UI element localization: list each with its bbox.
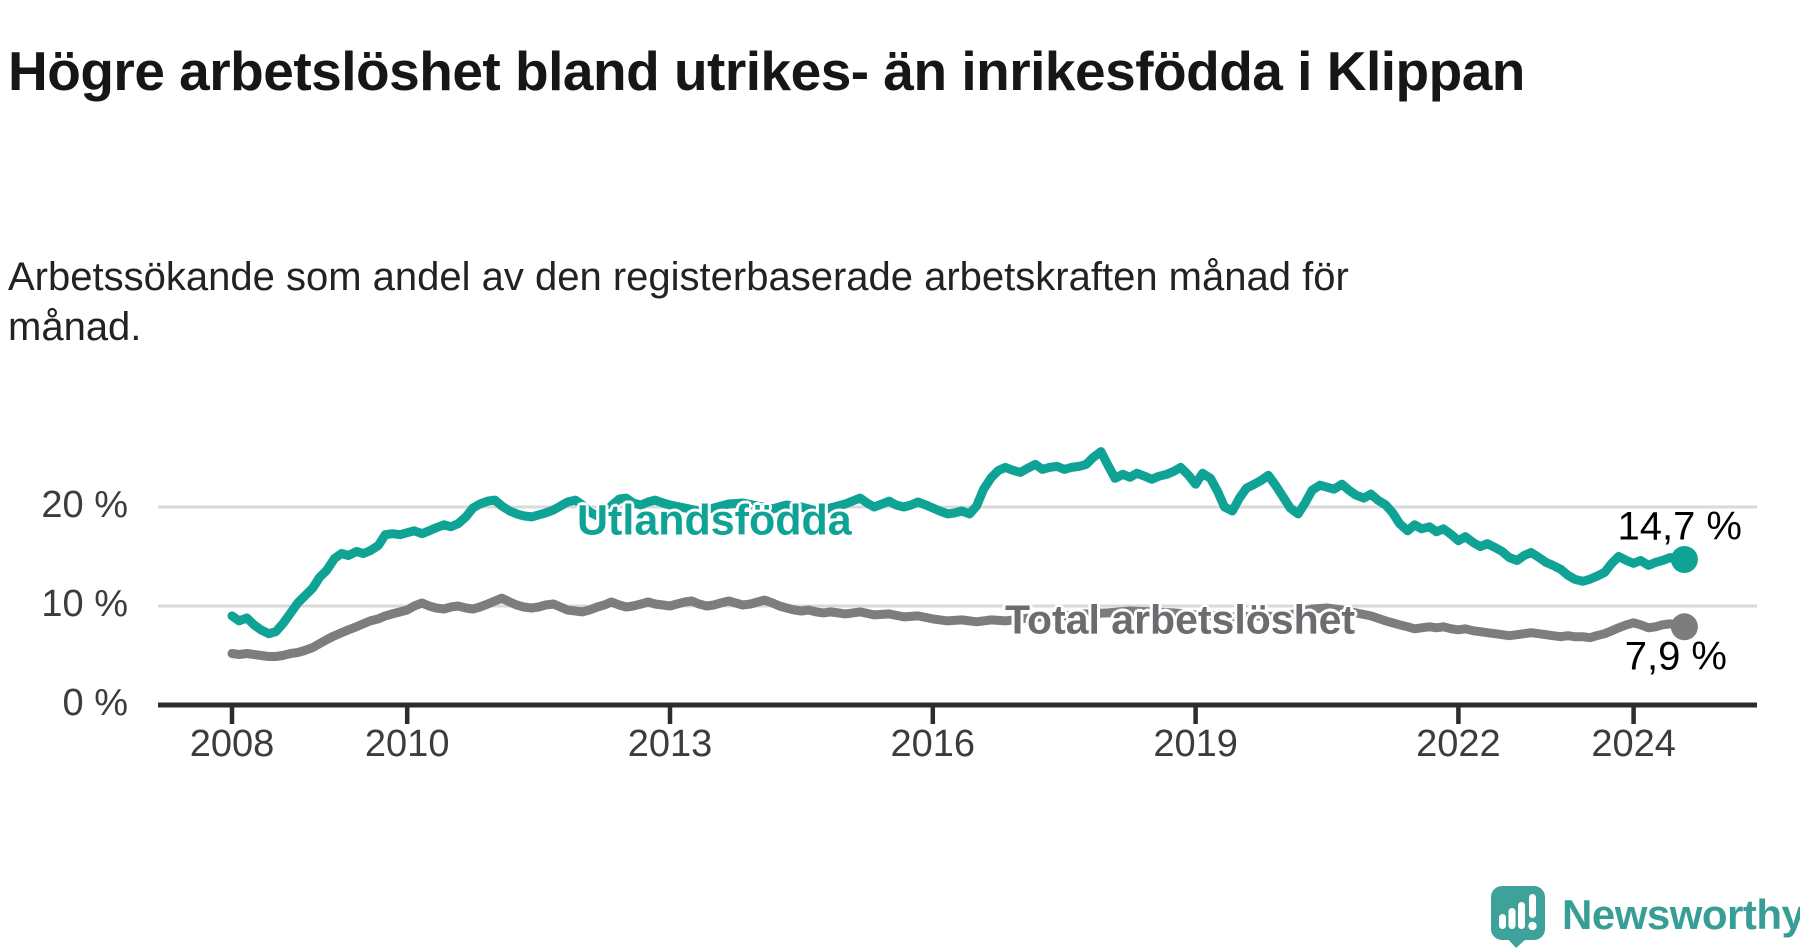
series-line-total <box>227 593 1689 661</box>
newsworthy-logo[interactable]: Newsworthy <box>1490 886 1800 948</box>
x-axis-tick-label: 2024 <box>1591 723 1676 765</box>
x-axis-tick-label: 2013 <box>627 723 713 765</box>
x-axis-tick-label: 2019 <box>1153 723 1238 765</box>
x-axis-tick-label: 2022 <box>1416 723 1501 765</box>
chart-subtitle: Arbetssökande som andel av den registerb… <box>8 255 1349 350</box>
page-title: Högre arbetslöshet bland utrikes- än inr… <box>8 39 1525 102</box>
end-value-label-total: 7,9 % <box>1624 634 1727 679</box>
newsworthy-logo-icon <box>1491 886 1545 948</box>
y-axis-tick-label: 20 % <box>41 483 128 526</box>
series-label-total-arbetsloshet: Total arbetslöshet <box>1005 596 1356 643</box>
end-value-label-utlandsfodda: 14,7 % <box>1617 504 1742 549</box>
y-axis-tick-label: 0 % <box>62 681 128 724</box>
series-line-utlandsfodda <box>227 447 1689 639</box>
newsworthy-brand-text: Newsworthy <box>1562 891 1800 938</box>
y-axis-tick-label: 10 % <box>41 582 128 625</box>
series-end-dot-total <box>1670 613 1698 641</box>
series-end-dot-utlandsfodda <box>1670 545 1698 573</box>
x-axis-tick-label: 2010 <box>364 723 450 765</box>
x-axis-tick-label: 2016 <box>890 723 976 765</box>
x-axis-tick-label: 2008 <box>189 723 275 765</box>
series-label-utlandsfodda: Utlandsfödda <box>577 496 852 545</box>
